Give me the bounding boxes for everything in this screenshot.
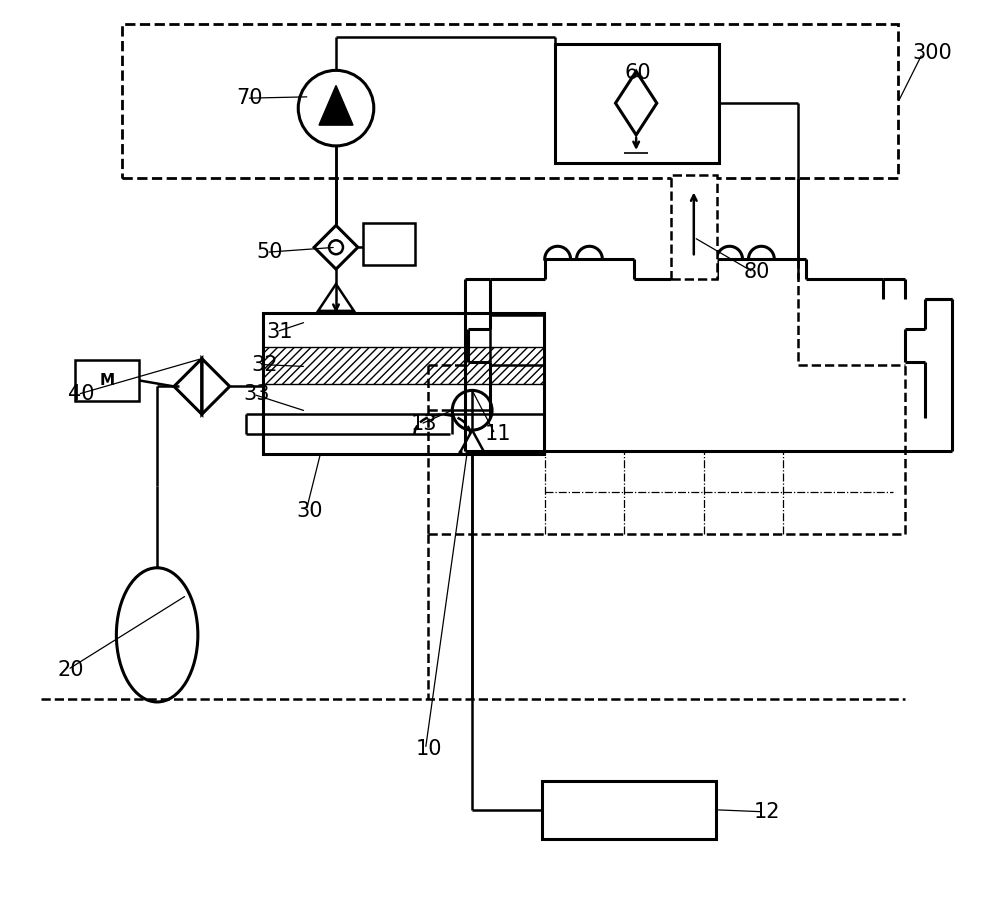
Polygon shape xyxy=(319,85,353,125)
Text: 11: 11 xyxy=(485,424,512,444)
Text: 50: 50 xyxy=(257,242,283,262)
Text: 70: 70 xyxy=(237,88,263,108)
Bar xyxy=(363,224,415,265)
Circle shape xyxy=(329,240,343,255)
Text: 40: 40 xyxy=(68,384,94,404)
Bar xyxy=(122,24,898,178)
Text: 13: 13 xyxy=(411,414,437,434)
Bar xyxy=(542,781,716,839)
Bar xyxy=(263,347,544,384)
Text: 30: 30 xyxy=(296,501,323,521)
Text: 12: 12 xyxy=(753,802,780,822)
Text: 20: 20 xyxy=(58,660,84,680)
Text: 32: 32 xyxy=(252,354,278,374)
Text: 31: 31 xyxy=(266,322,293,342)
Text: 300: 300 xyxy=(912,43,952,63)
Bar xyxy=(75,360,139,401)
Bar xyxy=(263,313,544,454)
Text: M: M xyxy=(99,373,114,388)
Bar xyxy=(555,43,719,163)
Bar xyxy=(671,175,717,279)
Text: 80: 80 xyxy=(743,262,770,282)
Text: 60: 60 xyxy=(624,63,651,83)
Text: 10: 10 xyxy=(416,739,442,759)
Text: 33: 33 xyxy=(244,384,270,404)
